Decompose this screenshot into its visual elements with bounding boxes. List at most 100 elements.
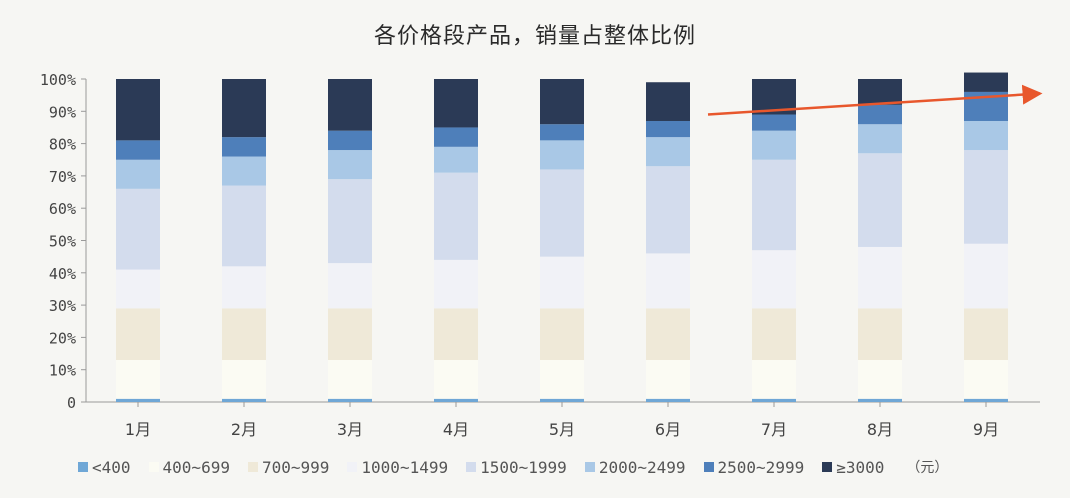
- bar-segment: [222, 156, 266, 186]
- legend-unit-label: （元）: [906, 460, 949, 476]
- bar-segment: [328, 360, 372, 399]
- bar-segment: [434, 259, 478, 309]
- x-tick-label: 7月: [761, 420, 787, 439]
- bar-segment: [646, 137, 690, 167]
- y-tick-label: 60%: [49, 200, 76, 218]
- bar-segment: [858, 398, 902, 402]
- bar-segment: [116, 140, 160, 160]
- y-tick-label: 30%: [49, 297, 76, 315]
- bar-segment: [646, 82, 690, 121]
- legend-label: 2000~2499: [598, 457, 686, 477]
- bar-segment: [540, 79, 584, 125]
- bar-segment: [328, 263, 372, 309]
- bar-segment: [858, 104, 902, 125]
- legend-swatch: [466, 462, 477, 472]
- bar-segment: [116, 308, 160, 361]
- y-tick-label: 10%: [49, 362, 76, 380]
- bar-segment: [540, 256, 584, 309]
- bar-segment: [328, 150, 372, 180]
- legend-swatch: [347, 462, 358, 472]
- bar-segment: [964, 72, 1008, 92]
- bar-segment: [540, 308, 584, 361]
- y-tick-label: 50%: [49, 233, 76, 251]
- y-tick-label: 90%: [49, 103, 76, 121]
- bar-segment: [752, 130, 796, 160]
- legend-label: 400~699: [162, 457, 230, 477]
- bar-segment: [752, 360, 796, 399]
- legend-item: ≥3000: [822, 458, 884, 477]
- bar-segment: [222, 398, 266, 402]
- x-tick-label: 4月: [443, 420, 469, 439]
- bar-segment: [752, 114, 796, 131]
- bar-segment: [646, 166, 690, 254]
- bar-segment: [964, 150, 1008, 244]
- bar-segment: [116, 188, 160, 270]
- x-tick-label: 9月: [973, 420, 999, 439]
- bar-segment: [540, 169, 584, 257]
- y-tick-label: 20%: [49, 329, 76, 347]
- bar-segment: [328, 308, 372, 361]
- bar-segment: [222, 266, 266, 309]
- legend-item: 1000~1499: [347, 458, 448, 477]
- bar-segment: [646, 308, 690, 361]
- bar-segment: [646, 253, 690, 309]
- bar-segment: [434, 172, 478, 260]
- bar-segment: [964, 360, 1008, 399]
- bar-segment: [858, 360, 902, 399]
- bar-segment: [752, 398, 796, 402]
- legend-swatch: [148, 462, 159, 472]
- chart-title: 各价格段产品，销量占整体比例: [373, 24, 696, 49]
- legend-item: <400: [78, 458, 131, 477]
- bar-segment: [222, 308, 266, 361]
- bar-segment: [752, 250, 796, 309]
- legend-label: ≥3000: [836, 457, 885, 477]
- x-tick-label: 8月: [867, 420, 893, 439]
- y-tick-label: 0: [67, 394, 76, 412]
- bar-segment: [116, 269, 160, 309]
- bar-segment: [328, 179, 372, 264]
- legend-swatch: [703, 462, 714, 472]
- bar-segment: [222, 185, 266, 267]
- bar-segment: [116, 159, 160, 189]
- bar-segment: [964, 120, 1008, 151]
- bar-segment: [858, 153, 902, 247]
- bar-segment: [540, 124, 584, 141]
- bar-segment: [328, 398, 372, 402]
- bar-segment: [434, 398, 478, 402]
- bar-segment: [434, 146, 478, 173]
- chart-legend: <400 400~699 700~999 1000~1499 1500~1999 2000…: [78, 454, 1058, 480]
- bar-segment: [646, 120, 690, 138]
- legend-swatch: [78, 462, 88, 472]
- x-tick-label: 5月: [549, 420, 575, 439]
- bar-segment: [222, 79, 266, 138]
- trend-arrow: [707, 84, 1043, 116]
- bar-segment: [752, 308, 796, 361]
- x-tick-label: 6月: [655, 420, 681, 439]
- bar-segment: [434, 79, 478, 128]
- legend-label: 1000~1499: [361, 457, 449, 477]
- x-tick-label: 1月: [125, 420, 151, 439]
- legend-label: 1500~1999: [480, 457, 567, 477]
- legend-label: 700~999: [261, 457, 330, 477]
- legend-item: 700~999: [247, 457, 330, 477]
- bar-segment: [434, 360, 478, 399]
- legend-label: 2500~2999: [717, 457, 805, 477]
- y-tick-label: 100%: [40, 71, 76, 89]
- bar-segment: [752, 159, 796, 251]
- legend-swatch: [247, 462, 258, 472]
- legend-label: <400: [92, 457, 131, 477]
- bar-segment: [858, 79, 902, 105]
- bar-segment: [540, 140, 584, 170]
- y-tick-label: 40%: [49, 265, 76, 283]
- bar-segment: [222, 360, 266, 399]
- bar-segment: [222, 137, 266, 157]
- legend-swatch: [822, 462, 833, 472]
- bar-segment: [434, 308, 478, 361]
- bar-segment: [858, 124, 902, 154]
- bar-segment: [964, 308, 1008, 361]
- bar-segment: [540, 360, 584, 399]
- bar-segment: [858, 308, 902, 361]
- bar-segment: [116, 79, 160, 141]
- bar-segment: [858, 246, 902, 309]
